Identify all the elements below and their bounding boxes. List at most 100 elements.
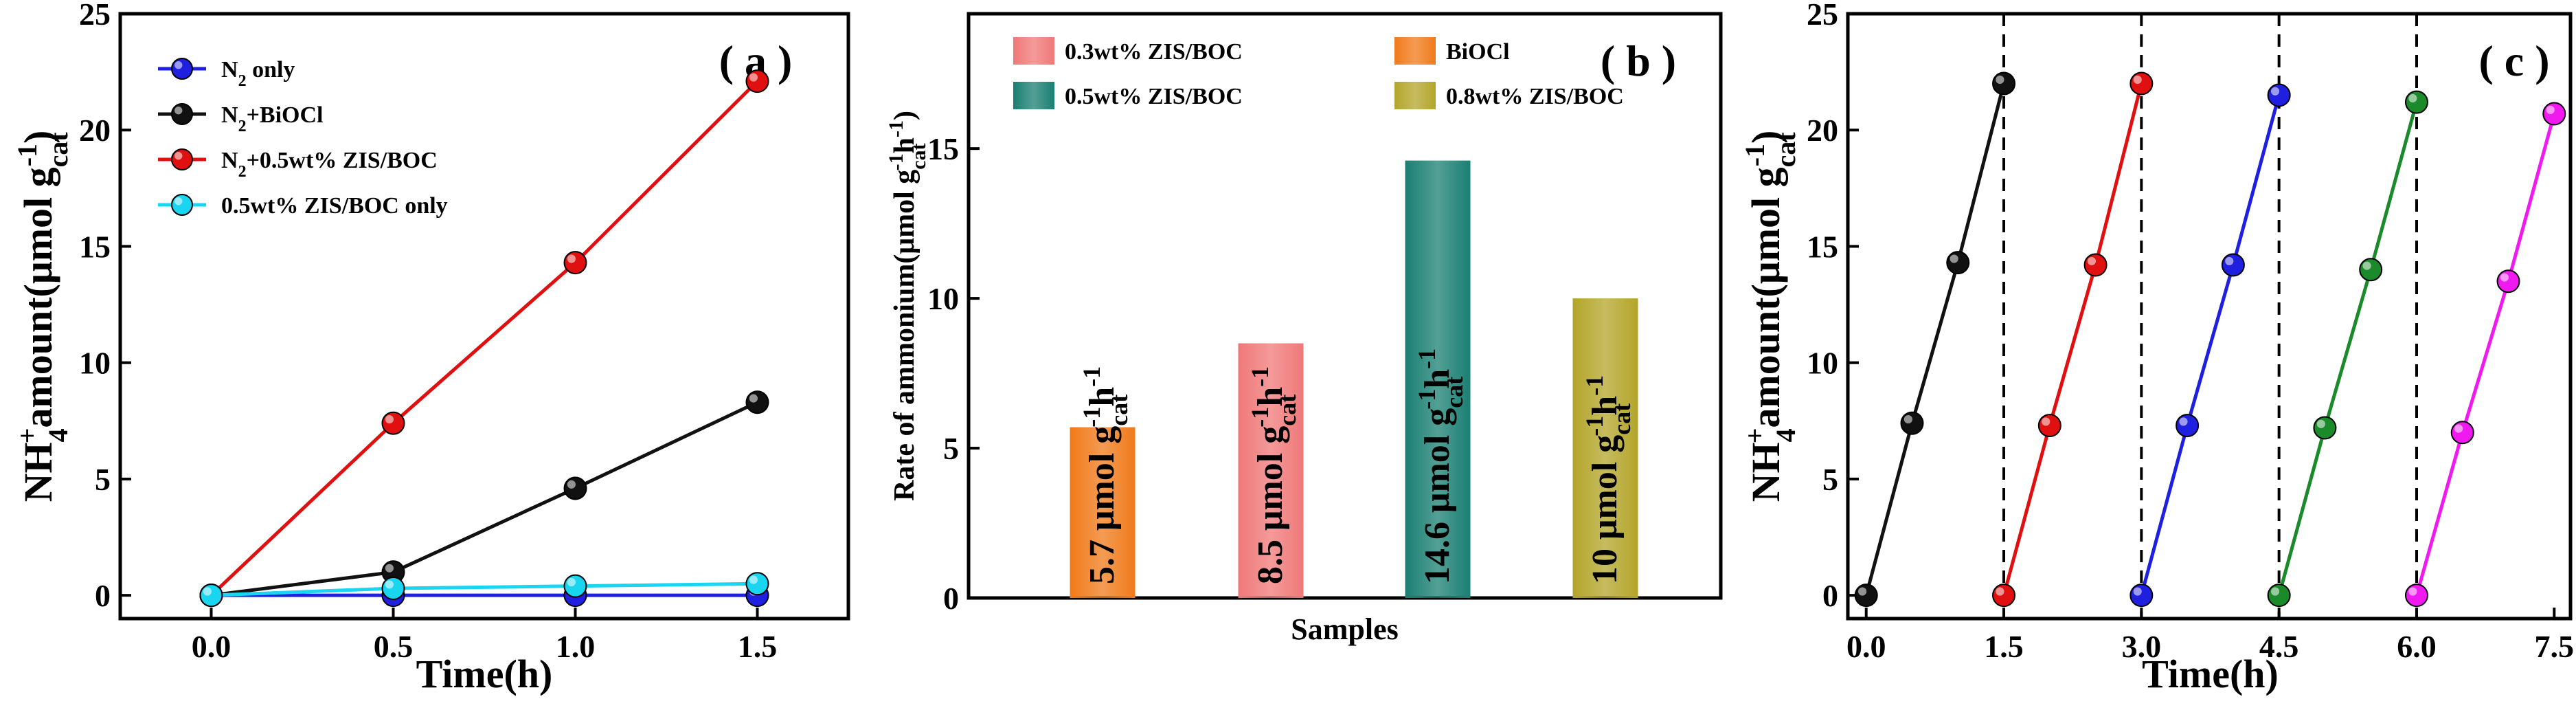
panel-c-ytick-label: 15 (1807, 229, 1838, 264)
panel-a-legend-marker (171, 58, 193, 80)
panel-c-point-highlight (2500, 273, 2509, 282)
panel-b-ytick-label: 15 (927, 131, 959, 166)
panel-a-xtick-label: 0.5 (374, 629, 414, 664)
panel-c-point (2267, 83, 2291, 107)
panel-a-point (563, 574, 587, 598)
panel-b-ytick-label: 5 (943, 431, 959, 466)
panel-b: 0 5 10 15 Samples Rate of ammonium(μmol gcat-… (885, 12, 1723, 646)
panel-a-xtick-label: 0.0 (192, 629, 231, 664)
panel-a-point-highlight (385, 564, 394, 573)
panel-c-ylabel: NH4+amount(μmol gcat-1) (1739, 131, 1801, 502)
panel-b-bar (1238, 343, 1304, 598)
panel-c-point (1992, 584, 2016, 608)
panel-a-legend-marker-highlight (174, 107, 183, 115)
panel-c-point-highlight (2408, 93, 2417, 103)
panel-b-legend-swatch (1013, 37, 1054, 65)
panel-a-point (563, 476, 587, 500)
panel-c-xtick-label: 4.5 (2259, 629, 2299, 664)
panel-a-point-highlight (203, 587, 212, 596)
panel-a-series-line (211, 400, 758, 597)
panel-b-ylabel: Rate of ammonium(μmol gcat-1h-1) (885, 111, 930, 501)
panel-c-point-highlight (2270, 87, 2280, 96)
panel-c-point-highlight (2133, 75, 2142, 85)
panel-b-bar-label: 14.6 μmol gcat-1h-1 (1413, 348, 1468, 584)
panel-c-point-highlight (1903, 415, 1912, 424)
panel-c-point (2404, 584, 2428, 608)
panel-a-legend-marker-highlight (174, 61, 183, 69)
panel-a-ytick-label: 0 (95, 578, 111, 613)
panel-c-point-highlight (2454, 424, 2463, 433)
panel-b-legend-swatch (1394, 37, 1436, 65)
panel-a-ytick-label: 20 (79, 113, 111, 148)
panel-c-series-line (2139, 94, 2281, 596)
panel-a-point (745, 390, 769, 414)
panel-a-xlabel: Time(h) (416, 652, 553, 696)
panel-c-point-highlight (2362, 261, 2371, 270)
panel-c-ytick-label: 20 (1807, 113, 1838, 148)
panel-c-point (1854, 584, 1878, 608)
panel-b-tag: ( b ) (1601, 36, 1676, 85)
panel-c-xtick-label: 3.0 (2122, 629, 2162, 664)
panel-b-legend-swatch (1394, 82, 1436, 109)
panel-b-legend-swatch (1013, 82, 1054, 109)
panel-a-xtick-label: 1.0 (556, 629, 596, 664)
panel-c-point (2542, 102, 2566, 126)
panel-a-point-highlight (567, 577, 576, 587)
panel-a-legend-label: N2 only (221, 57, 295, 90)
panel-b-bar-label: 10 μmol gcat-1h-1 (1581, 375, 1636, 584)
panel-b-bar-label: 5.7 μmol gcat-1h-1 (1078, 366, 1133, 584)
panel-c-point (1900, 411, 1924, 435)
panel-c-point-highlight (2316, 419, 2325, 428)
panel-a-point (745, 572, 769, 596)
panel-c-point (2450, 421, 2474, 445)
panel-a-ytick-label: 25 (79, 0, 111, 32)
panel-a-legend-label: N2+BiOCl (221, 102, 324, 135)
panel-a-frame (118, 12, 850, 621)
panel-c-point-highlight (2408, 587, 2417, 596)
panel-b-ytick-label: 0 (943, 581, 959, 616)
panel-c-point (2496, 269, 2520, 293)
panel-c-frame (1846, 12, 2573, 621)
panel-a-legend-marker (171, 194, 193, 216)
panel-a-point-highlight (749, 394, 758, 403)
panel-c-point (2129, 584, 2154, 608)
panel-c-point-highlight (2546, 105, 2555, 115)
panel-c-point-highlight (1996, 75, 2004, 85)
panel-a-point (381, 411, 405, 435)
panel-a-legend-marker (171, 148, 193, 170)
panel-b-xlabel: Samples (1291, 612, 1398, 646)
panel-b-legend-label: 0.3wt% ZIS/BOC (1065, 39, 1243, 65)
panel-a-legend-marker (171, 103, 193, 125)
panel-c-point-highlight (1996, 587, 2004, 596)
panel-c-point (2267, 584, 2291, 608)
panel-a-xtick-label: 1.5 (738, 629, 778, 664)
panel-c-series-line (2415, 113, 2556, 596)
panel-c-point (2313, 416, 2337, 440)
panel-c-xlabel: Time(h) (2142, 652, 2279, 696)
panel-c-xtick-label: 7.5 (2535, 629, 2575, 664)
panel-c-series-line (2002, 82, 2143, 596)
panel-c-point-highlight (2133, 587, 2142, 596)
panel-b-legend-label: 0.8wt% ZIS/BOC (1446, 84, 1624, 109)
panel-c-xtick-label: 0.0 (1846, 629, 1886, 664)
panel-c-point (2404, 90, 2428, 114)
panel-a-point (745, 69, 769, 93)
panel-b-bar (1070, 427, 1136, 598)
panel-b-bar (1572, 298, 1638, 598)
panel-a-point-highlight (567, 254, 576, 263)
panel-c-series-line (2277, 101, 2419, 596)
panel-a-legend-label: 0.5wt% ZIS/BOC only (221, 193, 448, 219)
panel-c-xtick-label: 1.5 (1984, 629, 2024, 664)
panel-a-point (381, 577, 405, 600)
panel-c-point-highlight (2225, 256, 2234, 266)
panel-c: 0 5 10 15 20 25 0.0 1.5 3.0 4.5 6.0 7.5 Time(h) ( c ) (1807, 0, 2574, 696)
panel-a-ytick-label: 10 (79, 346, 111, 381)
panel-a-point-highlight (749, 73, 758, 82)
panel-c-point-highlight (2042, 417, 2050, 426)
panel-a-point-highlight (385, 415, 394, 424)
panel-b-bar-label: 8.5 μmol gcat-1h-1 (1246, 366, 1301, 584)
panel-b-bar (1405, 160, 1471, 599)
panel-a-legend-marker-highlight (174, 152, 183, 160)
